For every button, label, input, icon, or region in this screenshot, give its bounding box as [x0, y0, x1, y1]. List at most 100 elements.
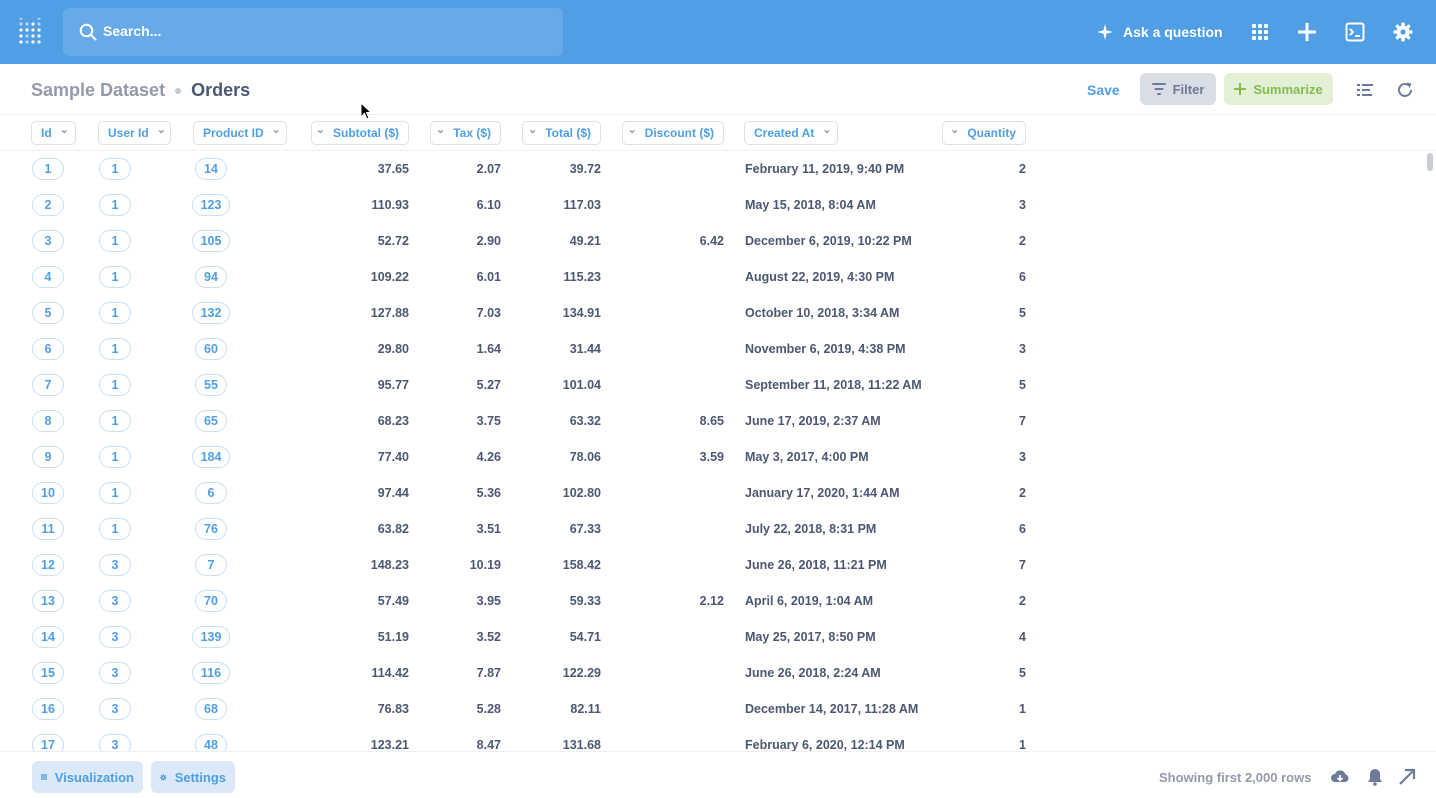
search-icon [79, 23, 97, 41]
cell-total: 82.11 [570, 702, 601, 716]
cell-id[interactable]: 9 [32, 446, 64, 468]
cell-subtotal: 51.19 [377, 630, 409, 644]
chevron-down-icon[interactable]: ⌄ [528, 124, 538, 136]
save-button[interactable]: Save [1087, 82, 1120, 98]
breadcrumb-table[interactable]: Orders [191, 80, 251, 100]
chevron-down-icon[interactable]: ⌄ [271, 124, 281, 136]
cell-user-id[interactable]: 1 [99, 230, 131, 252]
cell-id[interactable]: 13 [32, 590, 64, 612]
column-header-label: Product ID [203, 126, 264, 140]
cell-id[interactable]: 15 [32, 662, 64, 684]
summarize-button[interactable]: Summarize [1224, 73, 1333, 105]
cell-id[interactable]: 1 [32, 158, 64, 180]
plus-icon[interactable] [1297, 22, 1317, 42]
cell-user-id[interactable]: 1 [99, 410, 131, 432]
cell-user-id[interactable]: 1 [99, 266, 131, 288]
cell-product-id[interactable]: 94 [195, 266, 227, 288]
chevron-down-icon[interactable]: ⌄ [315, 124, 325, 136]
cell-user-id[interactable]: 1 [99, 446, 131, 468]
cell-product-id[interactable]: 65 [195, 410, 227, 432]
cell-product-id[interactable]: 76 [195, 518, 227, 540]
column-header-subtotal[interactable]: ⌄ Subtotal ($) [311, 121, 409, 145]
cell-product-id[interactable]: 70 [195, 590, 227, 612]
cell-id[interactable]: 3 [32, 230, 64, 252]
cell-product-id[interactable]: 116 [192, 662, 230, 684]
sql-editor-icon[interactable] [1345, 22, 1365, 42]
cell-user-id[interactable]: 1 [99, 194, 131, 216]
settings-button[interactable]: Settings [151, 761, 235, 793]
metabase-logo-icon[interactable] [18, 18, 44, 46]
cell-product-id[interactable]: 105 [192, 230, 230, 252]
table-grid-icon [41, 774, 47, 780]
chevron-down-icon[interactable]: ⌄ [627, 124, 637, 136]
breadcrumb-dataset[interactable]: Sample Dataset [31, 80, 166, 100]
cell-quantity: 3 [1019, 342, 1026, 356]
cell-created-at: June 17, 2019, 2:37 AM [745, 414, 881, 428]
ask-question-button[interactable]: Ask a question [1096, 22, 1223, 42]
column-header-created-at[interactable]: Created At ⌄ [744, 121, 838, 145]
scrollbar-thumb[interactable] [1427, 153, 1433, 171]
bell-icon[interactable] [1365, 768, 1385, 786]
cell-product-id[interactable]: 14 [195, 158, 227, 180]
cell-id[interactable]: 16 [32, 698, 64, 720]
column-header-total[interactable]: ⌄ Total ($) [522, 121, 601, 145]
cell-user-id[interactable]: 1 [99, 518, 131, 540]
cell-product-id[interactable]: 132 [192, 302, 230, 324]
cell-user-id[interactable]: 1 [99, 158, 131, 180]
vertical-scrollbar[interactable] [1424, 151, 1436, 751]
column-header-discount[interactable]: ⌄ Discount ($) [622, 121, 724, 145]
cell-user-id[interactable]: 3 [99, 698, 131, 720]
apps-grid-icon[interactable] [1250, 22, 1270, 42]
cell-id[interactable]: 6 [32, 338, 64, 360]
cell-id[interactable]: 5 [32, 302, 64, 324]
cell-product-id[interactable]: 48 [195, 734, 227, 751]
cell-user-id[interactable]: 3 [99, 554, 131, 576]
cell-product-id[interactable]: 123 [192, 194, 230, 216]
cell-user-id[interactable]: 3 [99, 662, 131, 684]
cell-user-id[interactable]: 1 [99, 374, 131, 396]
cell-product-id[interactable]: 6 [195, 482, 227, 504]
column-header-quantity[interactable]: ⌄ Quantity [942, 121, 1026, 145]
cell-id[interactable]: 2 [32, 194, 64, 216]
chevron-down-icon[interactable]: ⌄ [950, 124, 960, 136]
data-table: 1 1 14 37.65 2.07 39.72 February 11, 2019, 9:4… [0, 151, 1424, 751]
cell-id[interactable]: 4 [32, 266, 64, 288]
cell-product-id[interactable]: 60 [195, 338, 227, 360]
search-bar[interactable]: Search... [63, 8, 563, 56]
expand-arrow-icon[interactable] [1397, 768, 1417, 786]
visualization-button[interactable]: Visualization [32, 761, 143, 793]
cell-id[interactable]: 11 [32, 518, 64, 540]
cell-id[interactable]: 12 [32, 554, 64, 576]
cell-product-id[interactable]: 7 [195, 554, 227, 576]
column-header-user-id[interactable]: User Id ⌄ [98, 121, 171, 145]
column-header-product-id[interactable]: Product ID ⌄ [193, 121, 287, 145]
gear-icon[interactable] [1393, 22, 1413, 42]
cell-id[interactable]: 17 [32, 734, 64, 751]
cell-product-id[interactable]: 55 [195, 374, 227, 396]
column-header-tax[interactable]: ⌄ Tax ($) [430, 121, 501, 145]
cell-product-id[interactable]: 184 [192, 446, 230, 468]
chevron-down-icon[interactable]: ⌄ [59, 124, 69, 136]
chevron-down-icon[interactable]: ⌄ [435, 124, 446, 136]
cell-product-id[interactable]: 139 [192, 626, 230, 648]
cell-user-id[interactable]: 3 [99, 590, 131, 612]
cell-id[interactable]: 14 [32, 626, 64, 648]
cell-user-id[interactable]: 1 [99, 338, 131, 360]
cell-quantity: 2 [1019, 594, 1026, 608]
cell-id[interactable]: 7 [32, 374, 64, 396]
column-header-id[interactable]: Id ⌄ [31, 121, 76, 145]
filter-button[interactable]: Filter [1140, 73, 1216, 105]
cell-user-id[interactable]: 3 [99, 734, 131, 751]
cell-id[interactable]: 10 [32, 482, 64, 504]
cell-quantity: 4 [1019, 630, 1026, 644]
chevron-down-icon[interactable]: ⌄ [156, 124, 166, 136]
cell-user-id[interactable]: 1 [99, 482, 131, 504]
refresh-icon[interactable] [1396, 81, 1414, 99]
cell-user-id[interactable]: 1 [99, 302, 131, 324]
cell-product-id[interactable]: 68 [195, 698, 227, 720]
cell-id[interactable]: 8 [32, 410, 64, 432]
download-cloud-icon[interactable] [1330, 768, 1350, 786]
chevron-down-icon[interactable]: ⌄ [822, 124, 832, 136]
notebook-list-icon[interactable] [1356, 81, 1374, 99]
cell-user-id[interactable]: 3 [99, 626, 131, 648]
